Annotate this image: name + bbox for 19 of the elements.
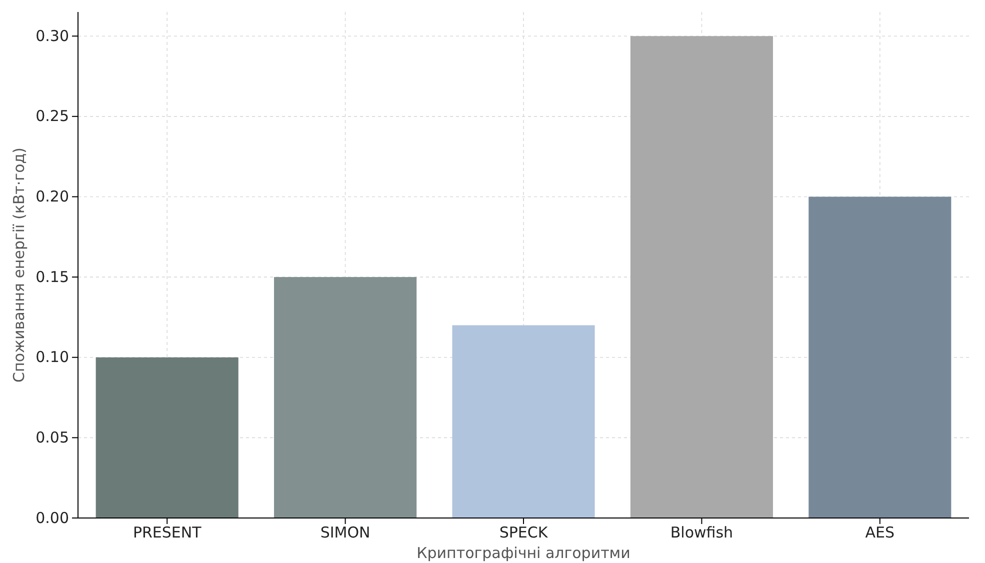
y-tick-label: 0.25 <box>36 107 69 126</box>
x-tick-label: PRESENT <box>132 524 202 542</box>
y-tick-label: 0.20 <box>36 188 69 206</box>
bar <box>808 196 952 518</box>
y-tick-label: 0.15 <box>36 268 69 286</box>
x-tick-label: Blowfish <box>670 524 734 542</box>
x-tick-label: SIMON <box>320 524 370 542</box>
bar <box>630 36 773 518</box>
bar <box>274 277 417 518</box>
bar <box>96 357 238 518</box>
x-tick-label: SPECK <box>499 524 549 542</box>
x-axis-title: Криптографічні алгоритми <box>416 544 630 562</box>
y-axis-title: Споживання енергії (кВт·год) <box>10 148 28 382</box>
y-tick-label: 0.00 <box>36 508 69 527</box>
y-tick-label: 0.10 <box>36 348 69 366</box>
y-tick-label: 0.05 <box>36 428 69 446</box>
x-tick-label: AES <box>865 524 895 542</box>
y-tick-label: 0.30 <box>36 26 69 45</box>
bar <box>452 325 595 518</box>
